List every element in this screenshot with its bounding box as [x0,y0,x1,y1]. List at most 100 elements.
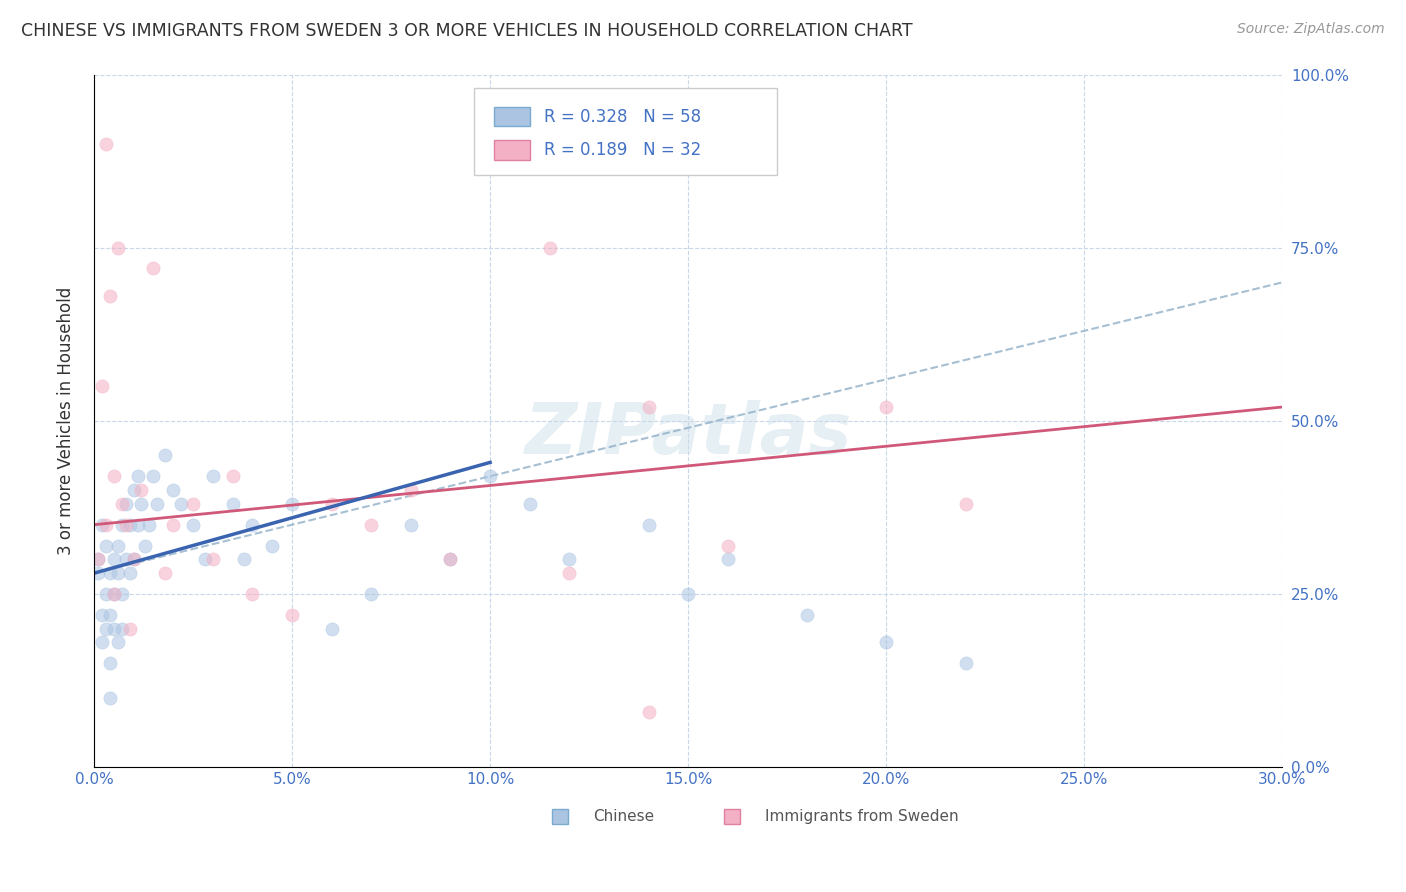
Point [181,497,204,511]
Point [94,539,117,553]
Text: ZIPatlas: ZIPatlas [524,401,852,469]
Point [439,552,461,566]
Point [155,449,177,463]
Point [233,552,256,566]
Point [875,635,897,649]
Point [87,552,110,566]
Point [221,497,243,511]
Point [103,622,125,636]
Point [98,657,121,671]
Point [111,517,134,532]
Point [127,469,149,483]
Point [114,552,136,566]
Point [107,241,129,255]
Point [118,517,141,532]
Point [146,497,169,511]
Point [131,497,153,511]
Point [87,552,110,566]
Point [321,497,343,511]
Point [360,517,382,532]
Point [111,587,134,601]
Point [201,552,224,566]
Point [637,517,659,532]
Point [637,705,659,719]
Point [242,587,264,601]
Point [399,517,422,532]
Point [118,622,141,636]
Point [134,539,156,553]
Point [107,635,129,649]
Point [90,607,112,622]
Point [955,657,977,671]
Point [122,483,145,497]
Point [676,587,699,601]
Point [479,469,502,483]
Point [98,690,121,705]
Text: Chinese: Chinese [593,809,654,824]
Point [558,552,581,566]
Point [103,587,125,601]
FancyBboxPatch shape [495,107,530,127]
Point [142,261,165,276]
Text: CHINESE VS IMMIGRANTS FROM SWEDEN 3 OR MORE VEHICLES IN HOUSEHOLD CORRELATION CH: CHINESE VS IMMIGRANTS FROM SWEDEN 3 OR M… [21,22,912,40]
Point [98,607,121,622]
Point [538,241,561,255]
Point [114,517,136,532]
Point [131,483,153,497]
Text: Source: ZipAtlas.com: Source: ZipAtlas.com [1237,22,1385,37]
Point [717,539,740,553]
Point [107,566,129,581]
Point [262,539,284,553]
Point [122,552,145,566]
Text: R = 0.328   N = 58: R = 0.328 N = 58 [544,108,702,126]
Point [717,552,740,566]
Point [87,566,110,581]
Point [242,517,264,532]
Point [162,483,184,497]
Point [439,552,461,566]
Point [94,517,117,532]
Point [875,400,897,414]
Point [558,566,581,581]
Text: Immigrants from Sweden: Immigrants from Sweden [765,809,959,824]
Point [138,517,160,532]
Point [103,587,125,601]
Point [399,483,422,497]
Point [281,607,304,622]
Point [114,497,136,511]
Point [321,622,343,636]
Point [955,497,977,511]
Point [94,622,117,636]
Y-axis label: 3 or more Vehicles in Household: 3 or more Vehicles in Household [58,286,75,555]
Point [201,469,224,483]
Point [118,566,141,581]
FancyBboxPatch shape [495,140,530,160]
Point [637,400,659,414]
Point [221,469,243,483]
Point [519,497,541,511]
Point [155,566,177,581]
FancyBboxPatch shape [474,88,778,175]
Point [122,552,145,566]
Point [170,497,193,511]
Point [111,622,134,636]
Text: R = 0.189   N = 32: R = 0.189 N = 32 [544,141,702,159]
Point [162,517,184,532]
Point [111,497,134,511]
Point [90,379,112,393]
Point [98,566,121,581]
Point [90,635,112,649]
Point [281,497,304,511]
Point [107,539,129,553]
FancyBboxPatch shape [551,809,568,824]
Point [94,587,117,601]
Point [181,517,204,532]
Point [103,469,125,483]
Point [90,517,112,532]
Point [796,607,818,622]
Point [194,552,217,566]
Point [142,469,165,483]
Point [103,552,125,566]
Point [94,136,117,151]
Point [98,289,121,303]
